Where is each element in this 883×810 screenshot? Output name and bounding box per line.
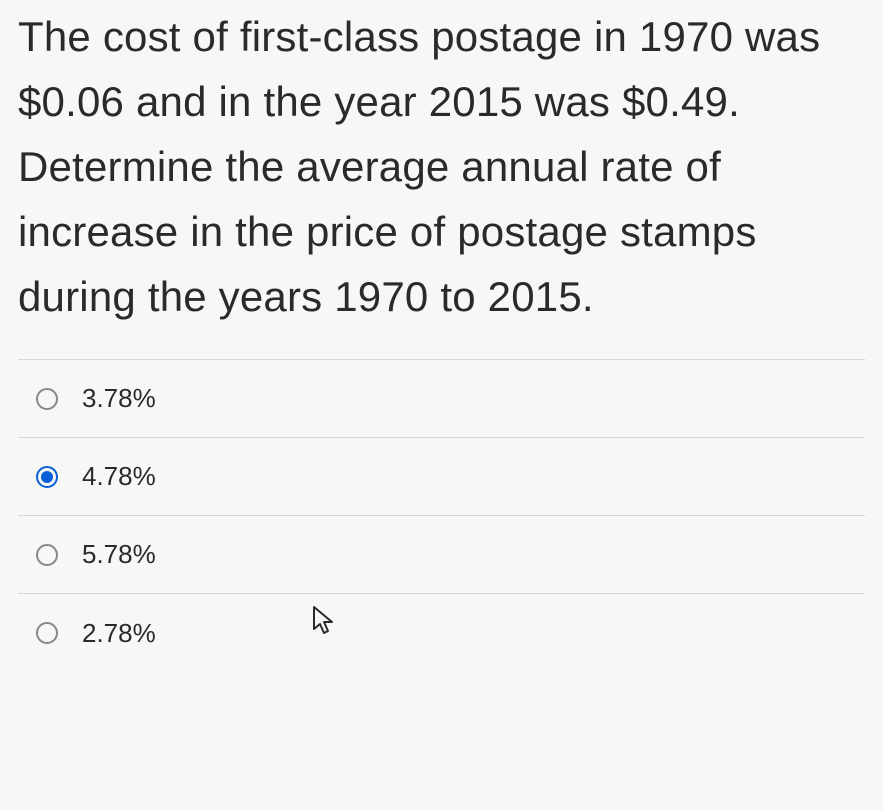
option-label: 2.78% (82, 618, 156, 649)
radio-icon[interactable] (36, 544, 58, 566)
option-row[interactable]: 2.78% (18, 594, 865, 672)
option-row[interactable]: 3.78% (18, 360, 865, 438)
option-row[interactable]: 4.78% (18, 438, 865, 516)
radio-icon[interactable] (36, 388, 58, 410)
option-label: 5.78% (82, 539, 156, 570)
options-list: 3.78% 4.78% 5.78% 2.78% (18, 359, 865, 672)
question-text: The cost of first-class postage in 1970 … (18, 0, 865, 359)
option-label: 4.78% (82, 461, 156, 492)
radio-icon[interactable] (36, 622, 58, 644)
option-row[interactable]: 5.78% (18, 516, 865, 594)
option-label: 3.78% (82, 383, 156, 414)
radio-icon[interactable] (36, 466, 58, 488)
